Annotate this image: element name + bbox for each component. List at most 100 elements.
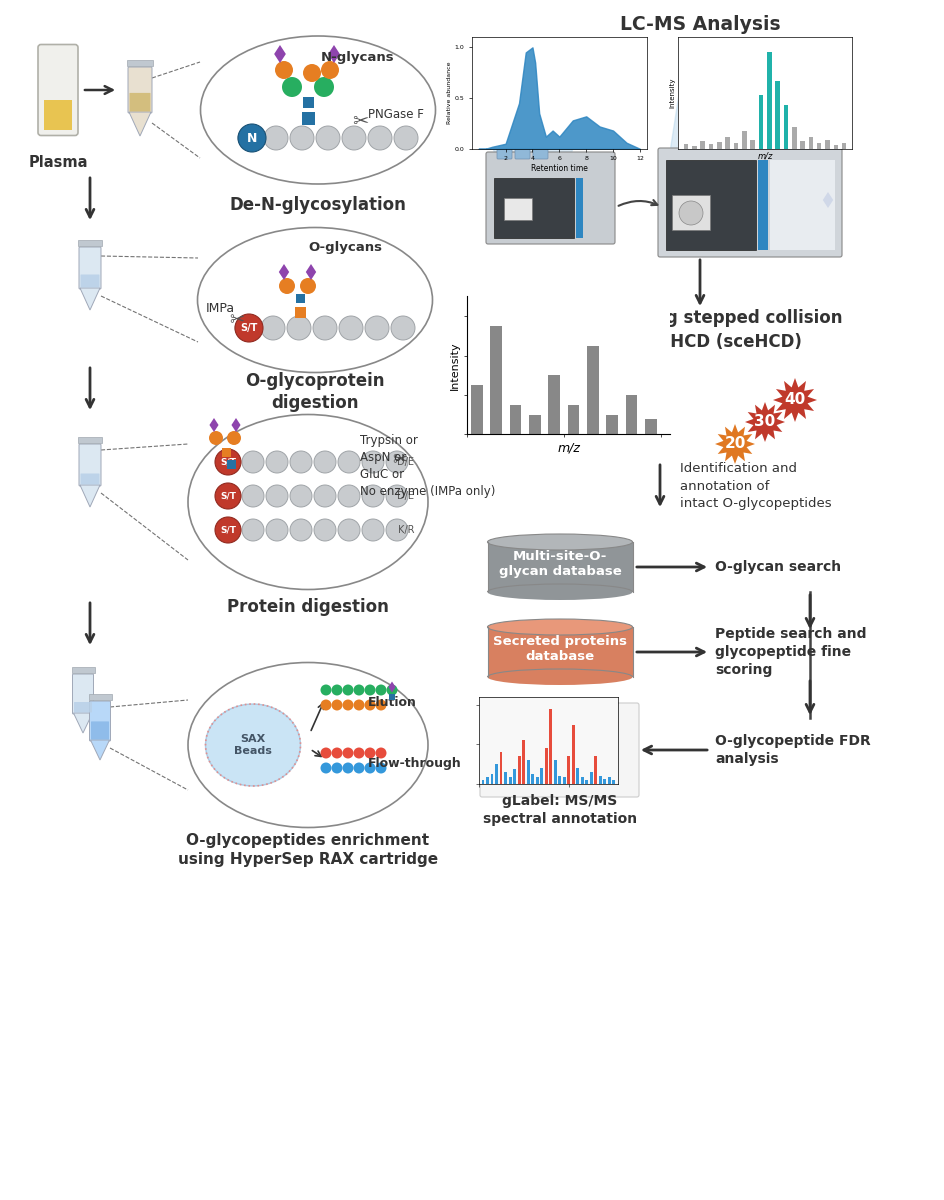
Bar — [567, 404, 580, 434]
Circle shape — [331, 700, 343, 710]
Text: Multi-site-O-
glycan database: Multi-site-O- glycan database — [498, 550, 621, 578]
Bar — [603, 779, 606, 784]
Bar — [509, 778, 512, 784]
Circle shape — [266, 485, 288, 506]
Circle shape — [266, 451, 288, 473]
Bar — [750, 140, 755, 149]
Circle shape — [353, 762, 364, 774]
Bar — [608, 778, 611, 784]
Bar — [559, 775, 561, 784]
FancyBboxPatch shape — [486, 152, 615, 244]
Bar — [301, 112, 314, 125]
Circle shape — [290, 518, 312, 541]
Circle shape — [321, 684, 331, 696]
Polygon shape — [715, 424, 755, 464]
Bar — [767, 52, 771, 149]
Bar — [842, 143, 847, 149]
Circle shape — [338, 518, 360, 541]
Text: S/T: S/T — [220, 526, 236, 534]
Bar — [700, 142, 705, 149]
Text: O-glycans: O-glycans — [308, 241, 382, 254]
Polygon shape — [773, 378, 817, 422]
Bar — [496, 764, 498, 784]
Bar — [775, 80, 780, 149]
Bar — [572, 725, 575, 784]
Circle shape — [339, 316, 363, 340]
Bar — [89, 694, 111, 700]
Circle shape — [364, 684, 376, 696]
Circle shape — [314, 485, 336, 506]
Bar — [389, 694, 395, 700]
Bar — [530, 415, 541, 434]
Polygon shape — [80, 485, 100, 506]
Circle shape — [215, 517, 241, 542]
FancyBboxPatch shape — [480, 703, 639, 797]
Circle shape — [215, 482, 241, 509]
Bar — [595, 756, 598, 784]
Bar — [692, 146, 697, 149]
Circle shape — [314, 518, 336, 541]
Bar — [487, 626, 632, 677]
Bar — [549, 709, 552, 784]
Bar — [471, 385, 482, 434]
Polygon shape — [823, 192, 834, 208]
Text: 20: 20 — [724, 437, 746, 451]
Circle shape — [275, 61, 293, 79]
Bar — [78, 437, 102, 443]
Circle shape — [362, 451, 384, 473]
Circle shape — [368, 126, 392, 150]
Bar — [72, 667, 94, 673]
Bar — [581, 778, 583, 784]
X-axis label: m/z: m/z — [757, 151, 773, 161]
Bar — [784, 106, 788, 149]
Text: De-N-glycosylation: De-N-glycosylation — [229, 196, 407, 214]
Circle shape — [376, 684, 386, 696]
Polygon shape — [231, 418, 241, 432]
Text: K/R: K/R — [397, 526, 414, 535]
Bar — [491, 774, 494, 784]
Text: ✂: ✂ — [352, 113, 368, 132]
Circle shape — [316, 126, 340, 150]
FancyBboxPatch shape — [91, 721, 109, 739]
Circle shape — [362, 485, 384, 506]
Polygon shape — [329, 44, 340, 62]
Polygon shape — [278, 264, 289, 280]
Bar — [554, 760, 557, 784]
Circle shape — [282, 77, 302, 97]
Bar — [606, 415, 618, 434]
Bar — [504, 198, 532, 220]
Text: Identification and
annotation of
intact O-glycopeptides: Identification and annotation of intact … — [680, 462, 832, 510]
Text: S/T: S/T — [220, 457, 236, 467]
Text: 40: 40 — [784, 392, 805, 408]
Text: N-glycans: N-glycans — [321, 52, 395, 65]
Bar — [499, 752, 502, 784]
Text: IMPa: IMPa — [206, 301, 234, 314]
Circle shape — [331, 684, 343, 696]
Circle shape — [290, 485, 312, 506]
Text: N: N — [246, 132, 257, 144]
Bar — [590, 772, 593, 784]
Polygon shape — [80, 288, 100, 310]
Text: gLabel: MS/MS
spectral annotation: gLabel: MS/MS spectral annotation — [483, 794, 637, 826]
Circle shape — [209, 431, 223, 445]
Circle shape — [338, 451, 360, 473]
Bar — [302, 96, 313, 108]
Circle shape — [242, 451, 264, 473]
Circle shape — [391, 316, 415, 340]
Bar — [487, 542, 632, 592]
Bar — [758, 160, 768, 250]
Bar — [494, 178, 574, 238]
Circle shape — [235, 316, 259, 340]
FancyBboxPatch shape — [80, 474, 99, 485]
Bar — [626, 395, 637, 434]
FancyBboxPatch shape — [38, 44, 78, 136]
Circle shape — [353, 748, 364, 758]
Circle shape — [261, 316, 285, 340]
Text: Elution: Elution — [368, 696, 417, 709]
Bar — [717, 142, 721, 149]
Bar — [801, 142, 805, 149]
Bar — [44, 100, 72, 130]
Text: ✂: ✂ — [393, 451, 408, 469]
Circle shape — [314, 77, 334, 97]
Circle shape — [314, 451, 336, 473]
